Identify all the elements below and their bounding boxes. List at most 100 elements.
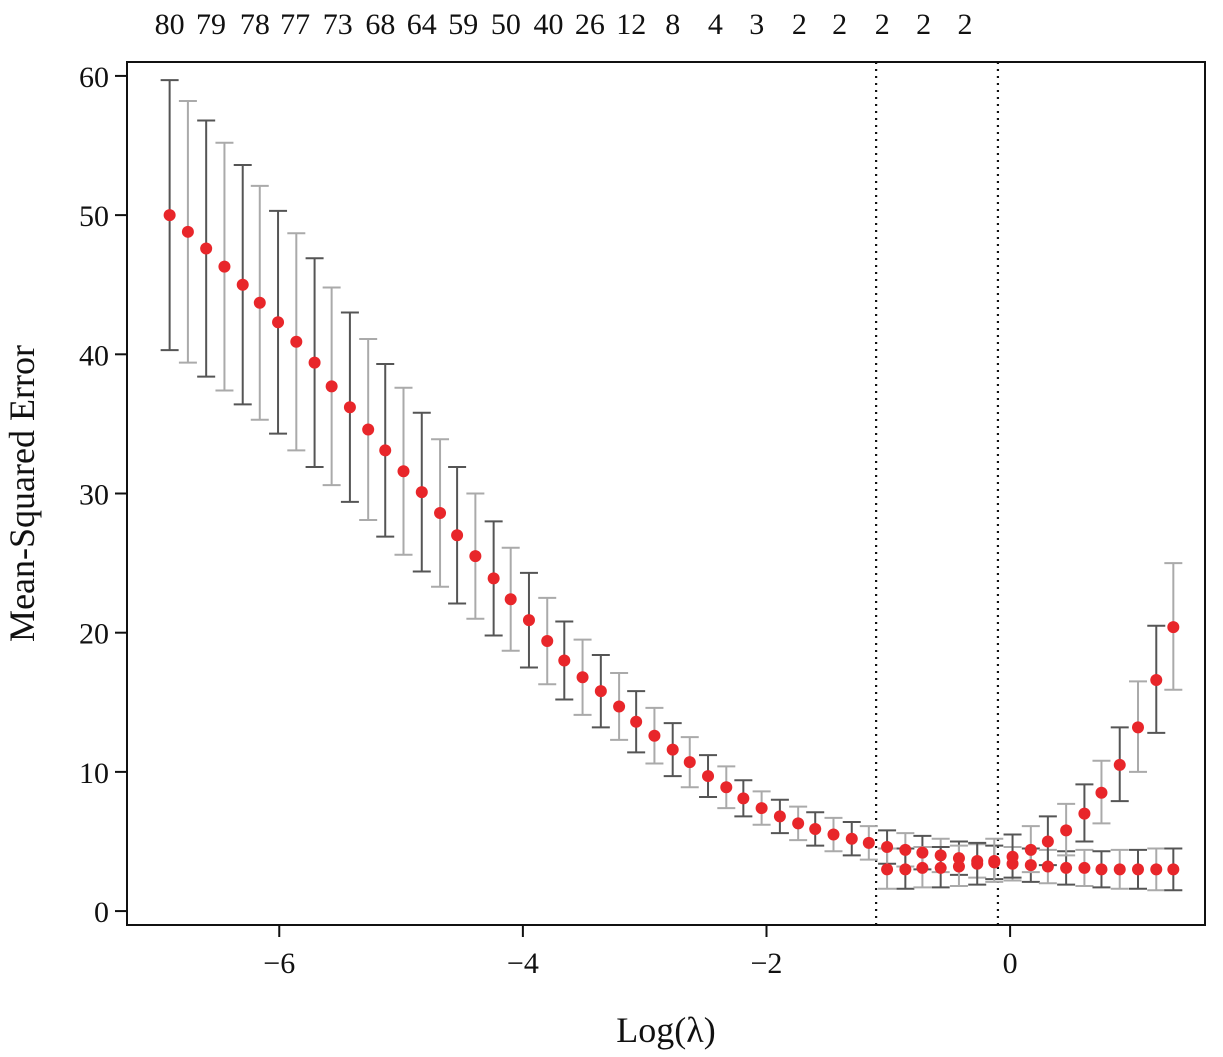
data-point: [899, 843, 912, 856]
data-point: [379, 444, 392, 457]
data-point: [1167, 621, 1180, 634]
top-axis-label: 3: [749, 8, 764, 41]
x-axis-title: Log(λ): [616, 1010, 715, 1050]
top-axis-label: 64: [407, 8, 437, 41]
data-point: [773, 810, 786, 823]
data-point: [916, 846, 929, 859]
data-point: [218, 260, 231, 273]
data-point: [1132, 863, 1145, 876]
top-axis-label: 2: [958, 8, 973, 41]
data-point: [522, 614, 535, 627]
data-point: [809, 822, 822, 835]
data-point: [934, 861, 947, 874]
data-point: [934, 849, 947, 862]
data-point: [881, 863, 894, 876]
y-tick-label: 20: [79, 618, 109, 651]
data-point: [827, 828, 840, 841]
y-tick-label: 10: [79, 757, 109, 790]
reference-lines: [875, 62, 1000, 925]
top-axis-label: 4: [708, 8, 723, 41]
data-point: [415, 486, 428, 499]
data-point: [343, 401, 356, 414]
data-point: [613, 700, 626, 713]
data-point: [1113, 863, 1126, 876]
top-axis-label: 2: [875, 8, 890, 41]
top-axis-label: 26: [575, 8, 605, 41]
data-point: [971, 857, 984, 870]
top-axis-label: 8: [665, 8, 680, 41]
data-point: [666, 743, 679, 756]
data-point: [290, 335, 303, 348]
y-tick-label: 50: [79, 200, 109, 233]
data-point: [504, 593, 517, 606]
y-axis-title: Mean-Squared Error: [2, 345, 42, 642]
data-point: [308, 356, 321, 369]
data-point: [1113, 758, 1126, 771]
data-point: [576, 671, 589, 684]
data-point: [594, 685, 607, 698]
top-axis-label: 2: [832, 8, 847, 41]
data-point: [648, 729, 661, 742]
data-point: [541, 635, 554, 648]
data-point: [737, 792, 750, 805]
data-point: [1024, 859, 1037, 872]
y-tick-label: 60: [79, 61, 109, 94]
top-axis-label: 59: [448, 8, 478, 41]
data-point: [1095, 863, 1108, 876]
data-point: [1060, 824, 1073, 837]
x-tick-label: −2: [751, 947, 783, 980]
data-point: [952, 852, 965, 865]
data-point: [163, 209, 176, 222]
data-point: [702, 770, 715, 783]
data-point: [272, 316, 285, 329]
data-points: [163, 209, 1180, 876]
data-point: [683, 756, 696, 769]
x-tick-label: 0: [1003, 947, 1018, 980]
top-axis-label: 78: [240, 8, 270, 41]
data-point: [325, 380, 338, 393]
top-axis-label: 50: [491, 8, 521, 41]
data-point: [1150, 863, 1163, 876]
data-point: [362, 423, 375, 436]
data-point: [1041, 860, 1054, 873]
y-tick-label: 30: [79, 479, 109, 512]
data-point: [720, 781, 733, 794]
top-axis-label: 68: [365, 8, 395, 41]
y-tick-label: 40: [79, 339, 109, 372]
data-point: [1150, 674, 1163, 687]
data-point: [1041, 835, 1054, 848]
data-point: [200, 242, 213, 255]
top-axis-label: 80: [155, 8, 185, 41]
x-tick-label: −6: [263, 947, 295, 980]
data-point: [1078, 861, 1091, 874]
x-axis: −6 −4 −2 0: [263, 925, 1018, 980]
data-point: [1060, 861, 1073, 874]
data-point: [1167, 863, 1180, 876]
plot-frame: [126, 61, 1206, 926]
error-bars: [160, 79, 1183, 892]
data-point: [792, 817, 805, 830]
data-point: [988, 854, 1001, 867]
top-axis-label: 12: [616, 8, 646, 41]
top-axis-label: 79: [196, 8, 226, 41]
data-point: [236, 278, 249, 291]
data-point: [434, 506, 447, 519]
data-point: [755, 802, 768, 815]
top-axis-label: 40: [533, 8, 563, 41]
data-point: [451, 529, 464, 542]
data-point: [1024, 843, 1037, 856]
top-axis-labels: 80 79 78 77 73 68 64 59 50 40 26 12 8 4 3 2 2 2 2 2: [155, 8, 973, 41]
data-point: [1078, 807, 1091, 820]
data-point: [952, 860, 965, 873]
data-point: [558, 654, 571, 667]
data-point: [253, 296, 266, 309]
data-point: [397, 465, 410, 478]
data-point: [1132, 721, 1145, 734]
data-point: [487, 572, 500, 585]
x-tick-label: −4: [507, 947, 539, 980]
data-point: [862, 836, 875, 849]
data-point: [881, 841, 894, 854]
data-point: [181, 225, 194, 238]
data-point: [916, 861, 929, 874]
